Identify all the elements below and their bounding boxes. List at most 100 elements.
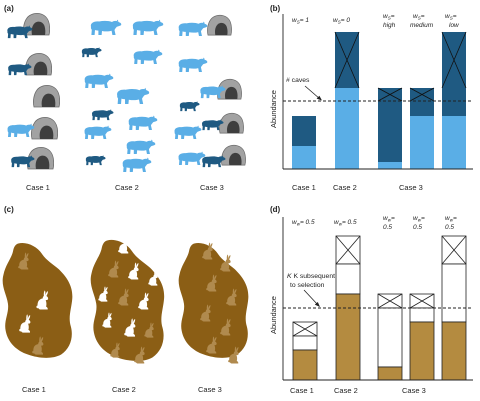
cross-mark <box>334 31 360 89</box>
bar-fill <box>441 321 467 381</box>
bar-fill <box>335 293 361 381</box>
panel-d-label: (d) <box>270 205 281 214</box>
light-bear-icon <box>126 139 156 155</box>
dark-bear-icon <box>85 155 106 166</box>
weight-label: high <box>383 22 396 29</box>
case-label: Case 3 <box>402 386 426 395</box>
cave-icon <box>30 116 58 140</box>
bar-dark <box>442 88 466 116</box>
arrow-head-icon <box>314 302 320 307</box>
light-bear-icon <box>132 19 164 35</box>
cross-mark <box>377 293 403 309</box>
cross-mark <box>335 235 361 265</box>
bar-light <box>378 162 402 169</box>
y-axis-label: Abundance <box>269 296 278 334</box>
case-label: Case 2 <box>115 183 139 192</box>
case-label: Case 3 <box>399 183 423 192</box>
bar-white <box>441 263 467 323</box>
case-label: Case 1 <box>290 386 314 395</box>
weight-label: ww= <box>445 215 457 223</box>
light-bear-icon <box>84 125 112 140</box>
weight-label: ww= 0.5 <box>334 219 357 227</box>
cave-icon <box>32 84 60 108</box>
cross-mark <box>409 293 435 309</box>
arrow-line <box>303 289 319 306</box>
bar-light <box>292 146 316 169</box>
cave-icon <box>220 144 246 166</box>
light-bear-icon <box>128 115 158 131</box>
case-label: Case 1 <box>292 183 316 192</box>
bar-dark <box>292 116 316 146</box>
dark-bear-icon <box>92 109 114 121</box>
light-bear-icon <box>122 157 152 173</box>
light-bear-icon <box>133 49 163 65</box>
panel-b: (b) wS= 1 wS= 0 wS= high wS= medium wS= … <box>269 4 473 192</box>
y-axis-label: Abundance <box>269 90 278 128</box>
light-bear-icon <box>178 57 208 73</box>
weight-label: wS= 1 <box>292 17 309 25</box>
dark-bear-icon <box>179 101 200 112</box>
case1-scene <box>7 12 60 170</box>
weight-label: ww= <box>383 215 395 223</box>
light-bear-icon <box>84 73 114 89</box>
panel-c: (c) Case 1 Case 2 Case 3 <box>2 205 249 394</box>
cross-mark <box>441 31 467 89</box>
bar-fill <box>377 366 403 381</box>
bar-white <box>409 307 435 323</box>
bar-white <box>377 307 403 368</box>
panel-a-label: (a) <box>4 4 14 13</box>
weight-label: low <box>449 22 460 29</box>
bar-light <box>410 116 434 169</box>
weight-label: 0.5 <box>413 224 422 231</box>
panel-c-label: (c) <box>4 205 14 214</box>
weight-label: medium <box>410 22 434 29</box>
case-label: Case 3 <box>200 183 224 192</box>
panel-d: (d) ww= 0.5 ww= 0.5 ww= 0.5 ww= 0.5 ww= … <box>269 205 473 395</box>
cross-mark <box>409 87 435 102</box>
threshold-label: K K subsequent <box>287 273 335 280</box>
case-label: Case 1 <box>22 385 46 394</box>
case-label: Case 2 <box>112 385 136 394</box>
arrow-line <box>304 85 321 100</box>
weight-label: wS= <box>445 13 457 21</box>
arrow-head-icon <box>316 95 322 101</box>
dark-bear-icon <box>81 47 102 58</box>
weight-label: 0.5 <box>383 224 392 231</box>
case-label: Case 3 <box>198 385 222 394</box>
cross-mark <box>441 235 467 265</box>
case-label: Case 1 <box>26 183 50 192</box>
case-label: Case 2 <box>333 183 357 192</box>
cross-mark <box>377 87 403 102</box>
light-bear-icon <box>178 21 208 37</box>
bar-white <box>335 263 361 295</box>
bar-fill <box>409 321 435 381</box>
light-bear-icon <box>7 123 35 138</box>
cave-icon <box>206 14 232 36</box>
bar-dark <box>410 101 434 116</box>
case3-scene <box>174 14 246 168</box>
panel-a: (a) <box>4 4 246 192</box>
weight-label: ww= 0.5 <box>292 219 315 227</box>
weight-label: wS= <box>383 13 395 21</box>
case-label: Case 2 <box>334 386 358 395</box>
light-bear-icon <box>90 19 122 35</box>
bar-fill <box>292 349 318 381</box>
bar-light <box>442 116 466 169</box>
cross-mark <box>292 321 318 337</box>
cave-icon <box>24 52 52 76</box>
bar-dark <box>378 101 402 162</box>
weight-label: ww= <box>413 215 425 223</box>
weight-label: wS= 0 <box>333 17 350 25</box>
weight-label: 0.5 <box>445 224 454 231</box>
light-bear-icon <box>174 125 202 140</box>
light-bear-icon <box>117 87 150 104</box>
bar-white <box>292 335 318 351</box>
bar-light <box>335 88 359 169</box>
weight-label: wS= <box>413 13 425 21</box>
light-bear-icon <box>178 151 206 166</box>
threshold-label: to selection <box>290 282 325 289</box>
land-patch <box>2 242 73 358</box>
threshold-label: # caves <box>286 77 310 84</box>
panel-b-label: (b) <box>270 4 281 13</box>
